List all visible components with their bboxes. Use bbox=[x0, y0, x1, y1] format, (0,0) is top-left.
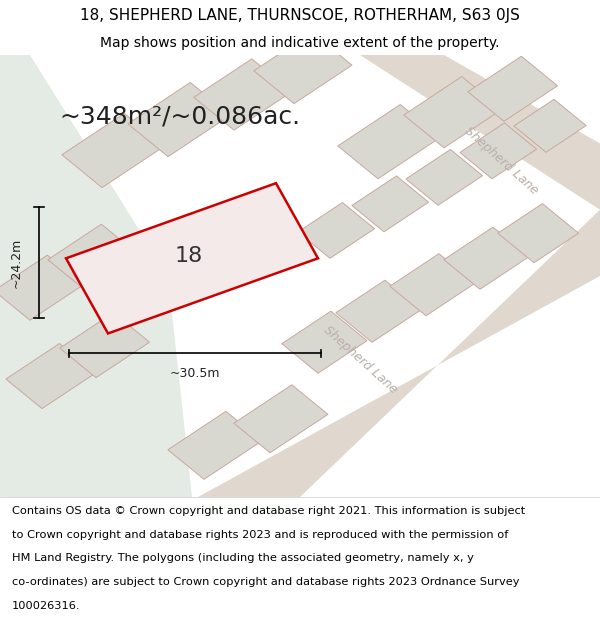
Polygon shape bbox=[460, 123, 536, 179]
Text: 18, SHEPHERD LANE, THURNSCOE, ROTHERHAM, S63 0JS: 18, SHEPHERD LANE, THURNSCOE, ROTHERHAM,… bbox=[80, 8, 520, 23]
Polygon shape bbox=[444, 227, 529, 289]
Text: Shepherd Lane: Shepherd Lane bbox=[461, 125, 541, 198]
Polygon shape bbox=[60, 312, 149, 378]
Polygon shape bbox=[514, 99, 586, 152]
Polygon shape bbox=[128, 82, 230, 157]
Polygon shape bbox=[360, 55, 600, 210]
Polygon shape bbox=[282, 311, 367, 373]
Polygon shape bbox=[48, 224, 137, 289]
Text: Contains OS data © Crown copyright and database right 2021. This information is : Contains OS data © Crown copyright and d… bbox=[12, 506, 525, 516]
Polygon shape bbox=[406, 149, 482, 205]
Polygon shape bbox=[6, 344, 95, 409]
Text: ~30.5m: ~30.5m bbox=[170, 367, 220, 380]
Text: to Crown copyright and database rights 2023 and is reproduced with the permissio: to Crown copyright and database rights 2… bbox=[12, 529, 508, 539]
Text: 100026316.: 100026316. bbox=[12, 601, 80, 611]
Polygon shape bbox=[336, 280, 421, 342]
Polygon shape bbox=[352, 176, 428, 232]
Polygon shape bbox=[198, 210, 600, 497]
Text: 18: 18 bbox=[175, 246, 203, 266]
Text: Map shows position and indicative extent of the property.: Map shows position and indicative extent… bbox=[100, 36, 500, 50]
Text: Shepherd Lane: Shepherd Lane bbox=[320, 324, 400, 396]
Polygon shape bbox=[404, 76, 502, 148]
Polygon shape bbox=[338, 104, 440, 179]
Polygon shape bbox=[62, 113, 164, 188]
Text: co-ordinates) are subject to Crown copyright and database rights 2023 Ordnance S: co-ordinates) are subject to Crown copyr… bbox=[12, 577, 520, 587]
Polygon shape bbox=[194, 59, 292, 130]
Polygon shape bbox=[234, 385, 328, 452]
Polygon shape bbox=[498, 204, 578, 262]
Polygon shape bbox=[168, 411, 262, 479]
Text: HM Land Registry. The polygons (including the associated geometry, namely x, y: HM Land Registry. The polygons (includin… bbox=[12, 553, 474, 563]
Polygon shape bbox=[298, 202, 374, 258]
Polygon shape bbox=[66, 183, 318, 334]
Polygon shape bbox=[0, 255, 83, 320]
Polygon shape bbox=[0, 55, 192, 497]
Text: ~348m²/~0.086ac.: ~348m²/~0.086ac. bbox=[59, 105, 301, 129]
Text: ~24.2m: ~24.2m bbox=[10, 238, 23, 288]
Polygon shape bbox=[390, 254, 475, 316]
Polygon shape bbox=[254, 32, 352, 104]
Polygon shape bbox=[468, 56, 557, 121]
